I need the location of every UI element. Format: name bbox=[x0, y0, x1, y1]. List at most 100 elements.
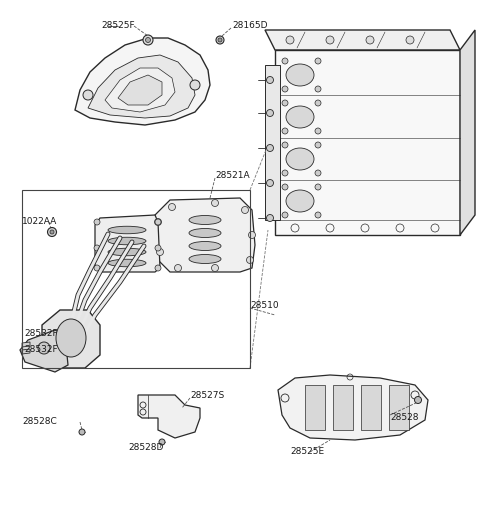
Circle shape bbox=[50, 230, 54, 234]
Circle shape bbox=[415, 396, 421, 404]
Circle shape bbox=[282, 142, 288, 148]
Circle shape bbox=[282, 212, 288, 218]
Circle shape bbox=[212, 265, 218, 271]
Circle shape bbox=[266, 214, 274, 222]
Polygon shape bbox=[460, 30, 475, 235]
Text: 28525F: 28525F bbox=[101, 21, 135, 31]
Circle shape bbox=[315, 142, 321, 148]
Polygon shape bbox=[118, 75, 162, 105]
Circle shape bbox=[79, 429, 85, 435]
Circle shape bbox=[83, 90, 93, 100]
Circle shape bbox=[212, 200, 218, 206]
Ellipse shape bbox=[286, 64, 314, 86]
Circle shape bbox=[326, 36, 334, 44]
Circle shape bbox=[48, 228, 57, 237]
Circle shape bbox=[315, 58, 321, 64]
Circle shape bbox=[266, 179, 274, 187]
Circle shape bbox=[145, 37, 151, 43]
Polygon shape bbox=[278, 375, 428, 440]
Circle shape bbox=[406, 36, 414, 44]
Ellipse shape bbox=[108, 248, 146, 256]
Circle shape bbox=[216, 36, 224, 44]
Ellipse shape bbox=[286, 148, 314, 170]
Polygon shape bbox=[389, 385, 409, 430]
Circle shape bbox=[38, 342, 50, 354]
Ellipse shape bbox=[189, 241, 221, 251]
Circle shape bbox=[249, 231, 255, 239]
Circle shape bbox=[159, 439, 165, 445]
Text: 28510: 28510 bbox=[250, 301, 278, 309]
Circle shape bbox=[315, 170, 321, 176]
Bar bbox=[340, 65, 450, 110]
Polygon shape bbox=[88, 55, 195, 118]
Polygon shape bbox=[95, 215, 160, 272]
Circle shape bbox=[282, 128, 288, 134]
Text: 28532F: 28532F bbox=[24, 345, 58, 355]
Circle shape bbox=[241, 206, 249, 214]
Ellipse shape bbox=[286, 106, 314, 128]
Polygon shape bbox=[22, 349, 30, 354]
Circle shape bbox=[155, 265, 161, 271]
Polygon shape bbox=[333, 385, 353, 430]
Polygon shape bbox=[22, 342, 30, 347]
Polygon shape bbox=[42, 310, 100, 368]
Ellipse shape bbox=[56, 319, 86, 357]
Polygon shape bbox=[265, 30, 460, 50]
Circle shape bbox=[266, 145, 274, 151]
Circle shape bbox=[247, 256, 253, 264]
Circle shape bbox=[282, 86, 288, 92]
Text: 28527S: 28527S bbox=[190, 391, 224, 399]
Circle shape bbox=[282, 184, 288, 190]
Polygon shape bbox=[20, 330, 68, 372]
Text: 28528C: 28528C bbox=[22, 418, 57, 426]
Ellipse shape bbox=[189, 228, 221, 238]
Ellipse shape bbox=[108, 259, 146, 267]
Circle shape bbox=[190, 80, 200, 90]
Polygon shape bbox=[361, 385, 381, 430]
Circle shape bbox=[218, 38, 222, 42]
Text: 28525E: 28525E bbox=[290, 448, 324, 457]
Circle shape bbox=[94, 245, 100, 251]
Ellipse shape bbox=[108, 226, 146, 234]
Bar bbox=[340, 123, 450, 168]
Circle shape bbox=[366, 36, 374, 44]
Ellipse shape bbox=[189, 215, 221, 225]
Ellipse shape bbox=[108, 237, 146, 245]
Circle shape bbox=[155, 245, 161, 251]
Circle shape bbox=[143, 35, 153, 45]
Circle shape bbox=[168, 203, 176, 211]
Text: 28528D: 28528D bbox=[128, 444, 163, 452]
Ellipse shape bbox=[189, 254, 221, 264]
Text: 28521A: 28521A bbox=[215, 171, 250, 179]
Circle shape bbox=[175, 265, 181, 271]
Polygon shape bbox=[75, 38, 210, 125]
Circle shape bbox=[266, 110, 274, 116]
Circle shape bbox=[94, 219, 100, 225]
Ellipse shape bbox=[286, 190, 314, 212]
Text: 28528: 28528 bbox=[390, 413, 419, 422]
Polygon shape bbox=[275, 50, 460, 235]
Circle shape bbox=[94, 265, 100, 271]
Circle shape bbox=[315, 212, 321, 218]
Circle shape bbox=[155, 219, 161, 225]
Circle shape bbox=[315, 100, 321, 106]
Circle shape bbox=[315, 128, 321, 134]
Bar bbox=[340, 181, 450, 226]
Polygon shape bbox=[138, 395, 200, 438]
Polygon shape bbox=[155, 198, 255, 272]
Circle shape bbox=[315, 86, 321, 92]
Polygon shape bbox=[305, 385, 325, 430]
Circle shape bbox=[282, 170, 288, 176]
Circle shape bbox=[156, 249, 164, 255]
Text: 28165D: 28165D bbox=[232, 21, 267, 31]
Circle shape bbox=[282, 58, 288, 64]
Text: 1022AA: 1022AA bbox=[22, 217, 57, 227]
Polygon shape bbox=[265, 65, 280, 220]
Polygon shape bbox=[105, 68, 175, 112]
Circle shape bbox=[266, 76, 274, 84]
Bar bbox=[22, 190, 250, 368]
Circle shape bbox=[286, 36, 294, 44]
Circle shape bbox=[282, 100, 288, 106]
Circle shape bbox=[315, 184, 321, 190]
Circle shape bbox=[155, 218, 161, 226]
